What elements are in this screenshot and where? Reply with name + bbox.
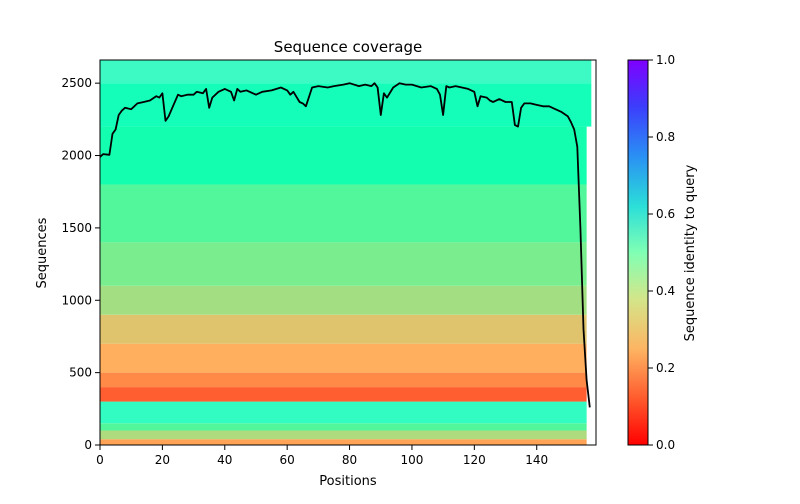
x-tick-label: 140 (525, 453, 548, 467)
coverage-line (100, 82, 591, 408)
identity-band (100, 401, 587, 424)
x-tick-label: 0 (96, 453, 104, 467)
colorbar-tick-label: 0.0 (656, 438, 675, 452)
colorbar-ticks: 0.0 0.2 0.4 0.6 0.8 1.0 (648, 53, 675, 452)
identity-band (100, 343, 587, 373)
colorbar-label: Sequence identity to query (683, 164, 698, 341)
y-axis-ticks: 0 500 1000 1500 2000 2500 (61, 76, 100, 452)
y-tick-label: 500 (69, 366, 92, 380)
identity-band (100, 387, 587, 402)
x-tick-label: 40 (217, 453, 232, 467)
identity-band (100, 184, 587, 243)
coverage-line-layer (100, 82, 591, 408)
colorbar-tick-label: 0.4 (656, 284, 675, 298)
y-tick-label: 2500 (61, 76, 92, 90)
colorbar-tick-label: 0.8 (656, 130, 675, 144)
identity-band (100, 285, 587, 315)
coverage-heatmap (100, 60, 592, 445)
y-tick-label: 2000 (61, 149, 92, 163)
chart-title: Sequence coverage (274, 38, 422, 56)
identity-band (100, 439, 587, 445)
colorbar-tick-label: 1.0 (656, 53, 675, 67)
identity-band (100, 242, 587, 286)
x-tick-label: 60 (280, 453, 295, 467)
identity-band (100, 83, 592, 127)
y-axis-label: Sequences (35, 217, 50, 288)
identity-band (100, 314, 587, 344)
identity-band (100, 126, 587, 185)
plot-frame (99, 59, 597, 446)
x-axis-ticks: 0 20 40 60 80 100 120 140 (96, 445, 548, 467)
identity-band (100, 423, 587, 431)
y-tick-label: 0 (84, 438, 92, 452)
identity-band (100, 60, 592, 84)
colorbar-tick-label: 0.2 (656, 361, 675, 375)
colorbar (627, 59, 649, 446)
y-tick-label: 1500 (61, 221, 92, 235)
identity-band (100, 372, 587, 388)
x-tick-label: 80 (342, 453, 357, 467)
x-tick-label: 120 (463, 453, 486, 467)
x-tick-label: 20 (155, 453, 170, 467)
x-axis-label: Positions (319, 474, 377, 489)
identity-band (100, 430, 587, 440)
x-tick-label: 100 (400, 453, 423, 467)
colorbar-tick-label: 0.6 (656, 207, 675, 221)
y-tick-label: 1000 (61, 293, 92, 307)
